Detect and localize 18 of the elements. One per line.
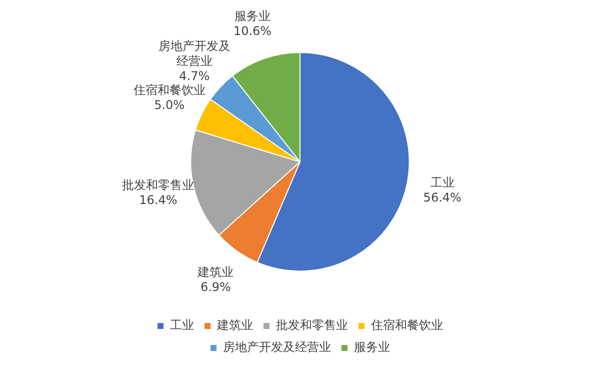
slice-label: 工业 bbox=[430, 175, 454, 190]
data-label: 10.6% bbox=[233, 24, 272, 38]
data-label: 5.0% bbox=[154, 98, 185, 112]
slice-label: 房地产开发及经营业 bbox=[158, 39, 230, 68]
slice-label: 批发和零售业 bbox=[122, 178, 194, 192]
slice-label: 建筑业 bbox=[196, 264, 234, 279]
slice-label: 服务业 bbox=[234, 9, 271, 24]
data-label: 6.9% bbox=[200, 280, 231, 294]
slice-label: 住宿和餐饮业 bbox=[132, 82, 206, 97]
legend-label: 住宿和餐饮业 bbox=[370, 318, 443, 332]
legend-label: 建筑业 bbox=[216, 318, 253, 332]
legend-label: 工业 bbox=[170, 318, 194, 332]
legend-label: 批发和零售业 bbox=[276, 318, 348, 332]
legend-label: 房地产开发及经营业 bbox=[223, 340, 331, 354]
data-label: 56.4% bbox=[423, 190, 462, 204]
data-label: 4.7% bbox=[179, 69, 210, 84]
data-label: 16.4% bbox=[139, 193, 178, 208]
legend-label: 服务业 bbox=[354, 340, 390, 354]
